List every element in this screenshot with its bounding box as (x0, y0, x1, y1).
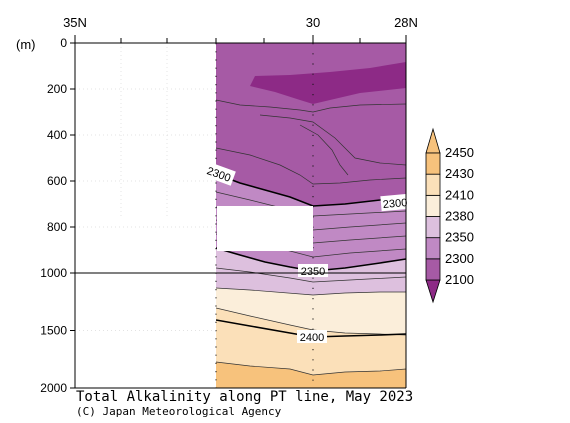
contour-label-2400: 2400 (300, 332, 324, 344)
contour-labels: 2300 2300 2350 2400 (202, 161, 410, 344)
y-unit-label: (m) (16, 37, 36, 52)
colorbar-label: 2380 (445, 209, 474, 224)
y-tick-label: 800 (47, 220, 67, 234)
missing-data-patch (217, 206, 313, 251)
x-tick-label-30: 30 (306, 15, 320, 30)
fill-band-below-2100 (216, 43, 406, 104)
colorbar-segment (425, 258, 441, 281)
contour-line (216, 287, 406, 296)
colorbar-arrow-top (425, 127, 441, 154)
contour-line (259, 114, 406, 166)
colorbar-segment (425, 194, 441, 217)
colorbar-label: 2300 (445, 251, 474, 266)
plot-frame (74, 42, 407, 389)
x-tick-label-28n: 28N (394, 15, 418, 30)
contour-label-2300-right: 2300 (382, 197, 407, 211)
axis-top-labels: 35N 30 28N (63, 15, 418, 30)
station-marks (215, 43, 407, 388)
y-tick-label: 2000 (40, 381, 67, 395)
fill-band-2430-2450 (216, 362, 406, 388)
y-tick-label: 200 (47, 82, 67, 96)
contour-label-bg (380, 193, 410, 212)
y-tick-label: 1500 (40, 324, 67, 338)
y-tick-label: 600 (47, 174, 67, 188)
x-ticks (74, 35, 407, 43)
colorbar: 2100 2300 2350 2380 2410 2430 2450 (425, 127, 474, 304)
plot-fills (216, 43, 406, 388)
contour-line (216, 147, 406, 185)
colorbar-arrow-bottom (425, 279, 441, 304)
contour-label-bg (297, 330, 327, 343)
contour-line (216, 99, 406, 113)
colorbar-segment (425, 216, 441, 239)
colorbar-segment (425, 173, 441, 196)
chart-title: Total Alkalinity along PT line, May 2023 (76, 389, 414, 405)
contour-line (216, 361, 406, 376)
contour-label-bg (202, 161, 236, 186)
contour-lines (216, 99, 406, 376)
colorbar-label: 2450 (445, 145, 474, 160)
colorbar-segment (425, 237, 441, 260)
colorbar-label: 2410 (445, 187, 474, 202)
y-tick-label: 1000 (40, 266, 67, 280)
contour-line (216, 267, 406, 283)
y-tick-label: 0 (60, 36, 67, 50)
x-tick-label-35n: 35N (63, 15, 87, 30)
y-axis: 0 200 400 600 800 1000 1500 2000 (40, 36, 216, 395)
contour-line (299, 124, 349, 176)
colorbar-label: 2100 (445, 272, 474, 287)
contour-label-2350: 2350 (301, 266, 325, 278)
contour-2300-line (216, 173, 406, 207)
colorbar-label: 2430 (445, 166, 474, 181)
x-grid (74, 43, 168, 388)
chart-credit: (C) Japan Meteorological Agency (76, 405, 282, 418)
colorbar-segment (425, 152, 441, 175)
y-tick-label: 400 (47, 128, 67, 142)
colorbar-label: 2350 (445, 230, 474, 245)
contour-label-bg (298, 264, 328, 277)
